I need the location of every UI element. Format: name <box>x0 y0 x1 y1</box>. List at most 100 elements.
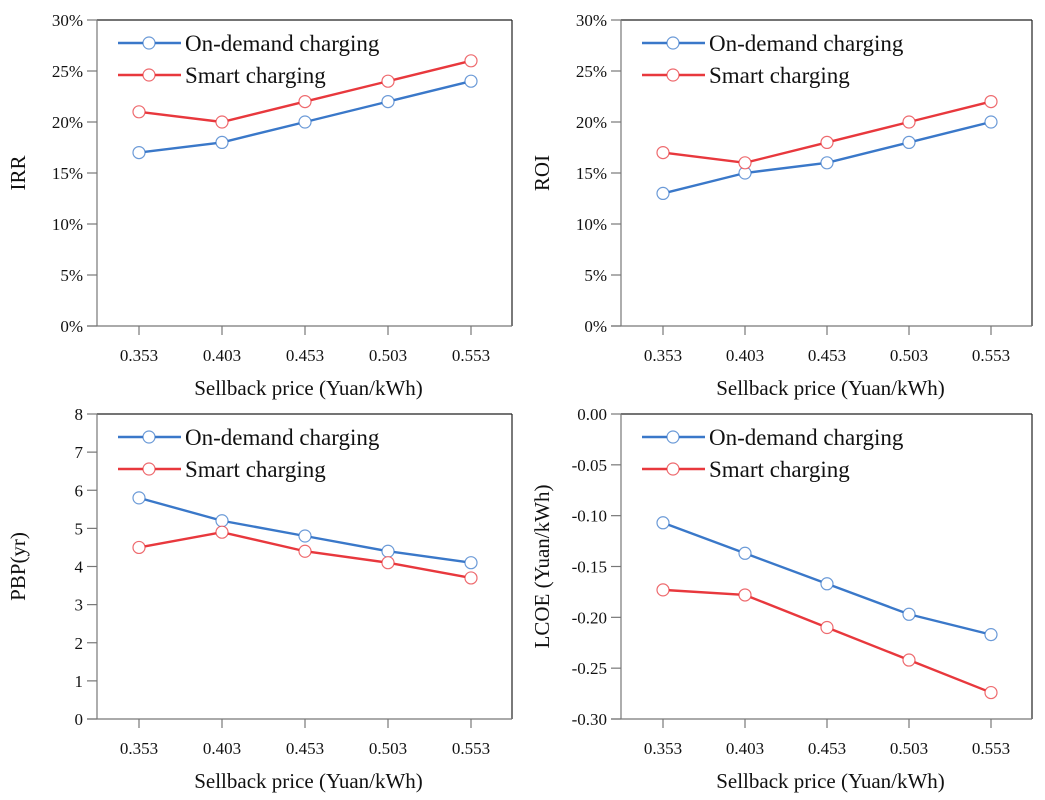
x-tick-label: 0.453 <box>286 739 324 758</box>
chart-roi: 0% 5% 10% 15% 20% 25% 30% 0.353 0.403 0.453 0.503 0… <box>530 11 1033 400</box>
data-point <box>984 115 998 129</box>
data-point <box>820 620 834 635</box>
x-tick-label: 0.403 <box>203 346 241 365</box>
legend-entry: Smart charging <box>642 63 850 88</box>
x-axis-title: Sellback price (Yuan/kWh) <box>194 769 423 793</box>
x-tick-label: 0.353 <box>120 739 158 758</box>
legend-entry: On-demand charging <box>642 31 904 56</box>
data-point <box>298 544 312 558</box>
y-tick-label: 25% <box>52 62 83 81</box>
y-tick-label: 20% <box>52 113 83 132</box>
y-tick-label: 2 <box>75 634 84 653</box>
legend-entry: On-demand charging <box>642 425 904 450</box>
y-tick-label: -0.30 <box>572 710 607 729</box>
legend-label: On-demand charging <box>709 31 904 56</box>
x-tick-label: 0.553 <box>452 346 490 365</box>
y-axis-title: IRR <box>6 155 30 190</box>
y-tick-label: 1 <box>75 672 84 691</box>
data-point <box>464 556 478 570</box>
series-smart-charging <box>656 583 998 700</box>
data-point <box>132 540 146 555</box>
y-tick-label: 5% <box>60 266 83 285</box>
legend-label: Smart charging <box>185 63 326 88</box>
data-point <box>984 94 998 109</box>
chart-lcoe: -0.30 -0.25 -0.20 -0.15 -0.10 -0.05 0.00 0.353 0… <box>530 405 1033 793</box>
y-axis-title: ROI <box>530 155 554 191</box>
legend-marker <box>666 462 680 476</box>
legend-marker <box>666 68 680 82</box>
legend-label: Smart charging <box>185 457 326 482</box>
y-tick-label: 30% <box>52 11 83 30</box>
data-point <box>132 105 146 119</box>
legend-entry: On-demand charging <box>118 31 380 56</box>
y-tick-label: 0% <box>584 317 607 336</box>
x-tick-label: 0.503 <box>369 739 407 758</box>
x-tick-label: 0.353 <box>644 346 682 365</box>
data-point <box>820 577 834 591</box>
y-tick-label: 10% <box>52 215 83 234</box>
y-tick-label: 7 <box>75 443 84 462</box>
x-tick-label: 0.453 <box>808 346 846 365</box>
y-tick-label: -0.20 <box>572 608 607 627</box>
x-axis-title: Sellback price (Yuan/kWh) <box>716 769 945 793</box>
legend-marker <box>142 430 156 444</box>
data-point <box>902 653 916 667</box>
data-point <box>215 135 229 149</box>
legend-label: On-demand charging <box>185 425 380 450</box>
data-point <box>298 115 312 129</box>
legend-label: Smart charging <box>709 457 850 482</box>
x-tick-label: 0.553 <box>452 739 490 758</box>
data-point <box>381 556 395 570</box>
y-tick-label: 10% <box>576 215 607 234</box>
chart-pbp: 0 1 2 3 4 5 6 7 8 0.353 0.403 0.453 0.503 0.553 Sellba… <box>6 405 513 793</box>
y-tick-label: 6 <box>75 481 84 500</box>
series-smart-charging <box>132 54 478 129</box>
data-point <box>738 156 752 170</box>
data-point <box>381 544 395 558</box>
x-tick-label: 0.353 <box>120 346 158 365</box>
x-tick-label: 0.553 <box>972 739 1010 758</box>
legend-entry: Smart charging <box>118 63 326 88</box>
data-point <box>984 628 998 642</box>
data-point <box>656 146 670 160</box>
legend-label: On-demand charging <box>185 31 380 56</box>
data-point <box>656 186 670 200</box>
x-tick-label: 0.503 <box>369 346 407 365</box>
data-point <box>132 146 146 160</box>
y-tick-label: 3 <box>75 596 84 615</box>
x-tick-label: 0.403 <box>726 739 764 758</box>
data-point <box>902 115 916 129</box>
x-tick-label: 0.503 <box>890 346 928 365</box>
data-point <box>464 54 478 68</box>
data-point <box>902 135 916 149</box>
x-tick-label: 0.453 <box>286 346 324 365</box>
data-point <box>820 135 834 149</box>
data-point <box>738 546 752 560</box>
legend-marker <box>142 462 156 476</box>
legend-marker <box>142 36 156 50</box>
y-axis-title: LCOE (Yuan/kWh) <box>530 485 554 649</box>
data-point <box>215 525 229 539</box>
legend-label: Smart charging <box>709 63 850 88</box>
x-tick-label: 0.553 <box>972 346 1010 365</box>
y-tick-label: 25% <box>576 62 607 81</box>
data-point <box>215 514 229 528</box>
y-tick-label: 5% <box>584 266 607 285</box>
y-tick-label: 30% <box>576 11 607 30</box>
series-smart-charging <box>656 94 998 170</box>
y-tick-label: 0 <box>75 710 84 729</box>
legend-label: On-demand charging <box>709 425 904 450</box>
x-tick-label: 0.453 <box>808 739 846 758</box>
legend-marker <box>666 430 680 444</box>
legend-entry: Smart charging <box>642 457 850 482</box>
data-point <box>902 607 916 621</box>
data-point <box>656 583 670 597</box>
data-point <box>984 685 998 700</box>
series-on-demand-charging <box>132 74 478 160</box>
y-tick-label: 15% <box>576 164 607 183</box>
series-line <box>662 588 992 694</box>
x-axis-title: Sellback price (Yuan/kWh) <box>716 376 945 400</box>
y-tick-label: -0.25 <box>572 659 607 678</box>
series-line <box>662 100 992 165</box>
